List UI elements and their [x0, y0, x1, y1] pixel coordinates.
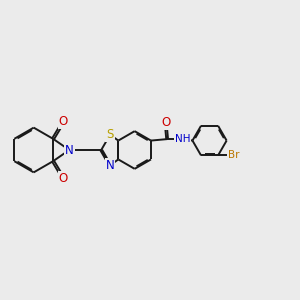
Text: N: N [65, 143, 74, 157]
Text: S: S [106, 128, 114, 141]
Text: N: N [106, 159, 114, 172]
Text: Br: Br [228, 150, 240, 161]
Text: NH: NH [175, 134, 190, 144]
Text: O: O [161, 116, 170, 129]
Text: O: O [59, 115, 68, 128]
Text: O: O [59, 172, 68, 185]
